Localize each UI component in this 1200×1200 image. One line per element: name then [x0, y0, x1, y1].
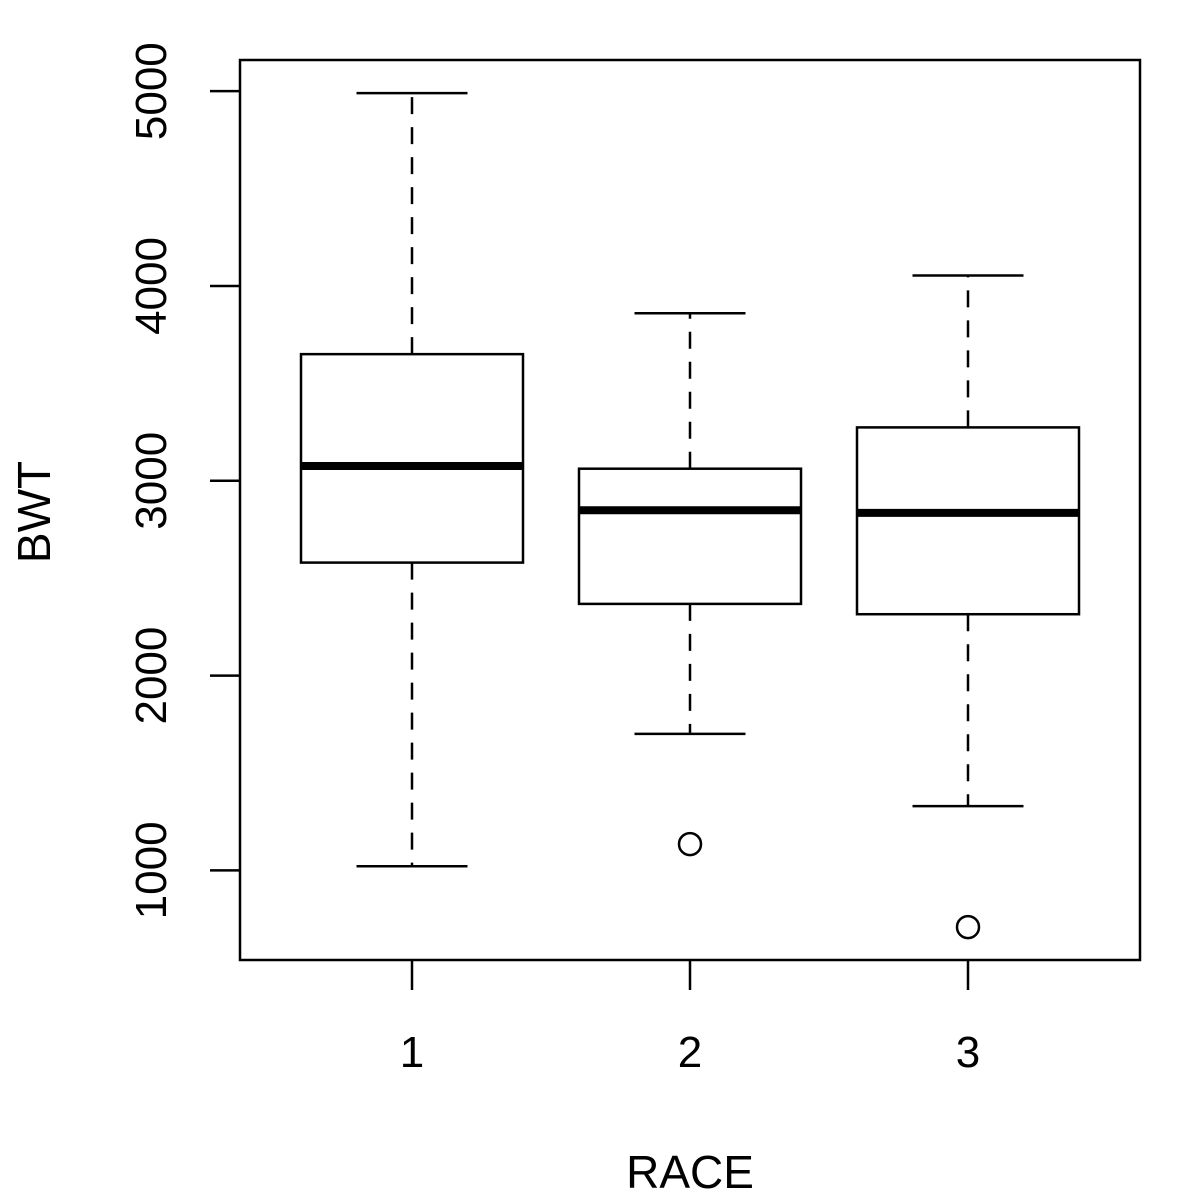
y-axis-title: BWT — [8, 461, 60, 563]
boxes-group — [299, 91, 1081, 940]
x-tick-label: 3 — [956, 1028, 980, 1077]
outlier-point — [677, 831, 703, 857]
y-tick-label: 3000 — [127, 432, 176, 530]
y-axis: 1000 2000 3000 4000 5000 — [127, 42, 240, 919]
iqr-box — [855, 426, 1081, 616]
box-2 — [577, 311, 803, 857]
y-tick-label: 2000 — [127, 627, 176, 725]
y-tick-label: 1000 — [127, 821, 176, 919]
box-3 — [855, 274, 1081, 940]
outlier-point — [955, 914, 981, 940]
x-tick-label: 1 — [400, 1028, 424, 1077]
x-axis-title: RACE — [626, 1146, 754, 1198]
x-tick-label: 2 — [678, 1028, 702, 1077]
y-tick-label: 4000 — [127, 237, 176, 335]
y-tick-label: 5000 — [127, 42, 176, 140]
x-axis: 1 2 3 — [400, 960, 980, 1077]
iqr-box — [577, 467, 803, 606]
iqr-box — [299, 352, 525, 564]
box-1 — [299, 91, 525, 868]
